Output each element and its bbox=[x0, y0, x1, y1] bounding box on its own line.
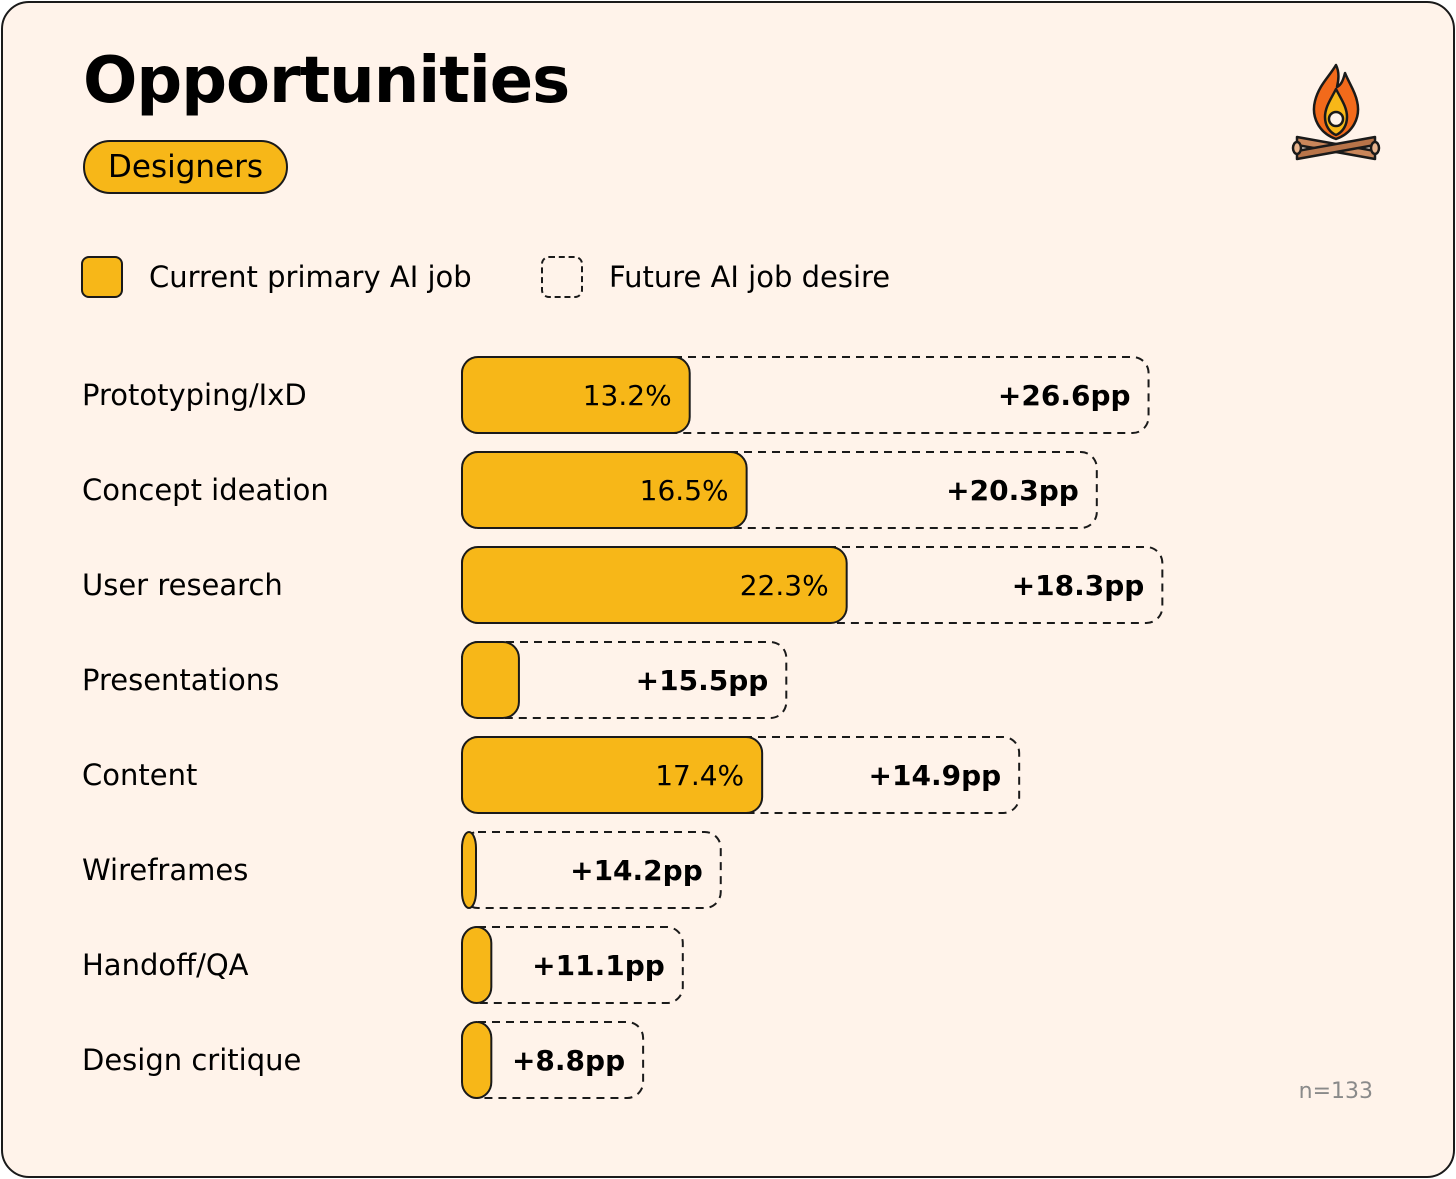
legend-future: Future AI job desire bbox=[541, 254, 890, 300]
current-job-bar bbox=[461, 356, 691, 434]
sample-size-note: n=133 bbox=[1298, 1079, 1373, 1104]
current-job-bar bbox=[461, 926, 493, 1004]
campfire-icon bbox=[1291, 63, 1381, 161]
future-diff-label: +14.9pp bbox=[869, 759, 1002, 792]
current-value-label: 22.3% bbox=[740, 569, 829, 602]
category-label: Content bbox=[82, 758, 197, 792]
audience-badge: Designers bbox=[83, 140, 288, 194]
legend-current-swatch bbox=[81, 256, 123, 298]
legend-future-label: Future AI job desire bbox=[609, 260, 891, 294]
current-value-label: 17.4% bbox=[655, 759, 744, 792]
current-job-bar bbox=[461, 831, 477, 909]
current-job-bar bbox=[461, 641, 520, 719]
current-value-label: 13.2% bbox=[583, 379, 672, 412]
current-job-bar bbox=[461, 451, 748, 529]
category-label: Handoff/QA bbox=[82, 948, 249, 982]
legend-future-swatch bbox=[541, 256, 583, 298]
future-desire-bar bbox=[461, 641, 788, 719]
category-label: Wireframes bbox=[82, 853, 248, 887]
category-label: Design critique bbox=[82, 1043, 301, 1077]
page-title: Opportunities bbox=[83, 44, 570, 118]
current-job-bar bbox=[461, 1021, 493, 1099]
current-value-label: 16.5% bbox=[640, 474, 729, 507]
future-diff-label: +18.3pp bbox=[1012, 569, 1145, 602]
category-label: Presentations bbox=[82, 663, 279, 697]
category-label: Prototyping/IxD bbox=[82, 378, 307, 412]
future-diff-label: +26.6pp bbox=[998, 379, 1131, 412]
bar-chart: Prototyping/IxD 13.2% +26.6pp Concept ideat… bbox=[82, 356, 1164, 1099]
current-job-bar bbox=[461, 736, 764, 814]
current-job-bar bbox=[461, 546, 848, 624]
future-diff-label: +15.5pp bbox=[636, 664, 769, 697]
future-diff-label: +20.3pp bbox=[946, 474, 1079, 507]
future-diff-label: +8.8pp bbox=[512, 1044, 625, 1077]
category-label: User research bbox=[82, 568, 283, 602]
future-desire-bar bbox=[461, 356, 1150, 434]
legend-current-label: Current primary AI job bbox=[149, 260, 472, 294]
category-label: Concept ideation bbox=[82, 473, 329, 507]
future-diff-label: +11.1pp bbox=[532, 949, 665, 982]
future-diff-label: +14.2pp bbox=[570, 854, 703, 887]
legend-current: Current primary AI job bbox=[81, 254, 472, 300]
